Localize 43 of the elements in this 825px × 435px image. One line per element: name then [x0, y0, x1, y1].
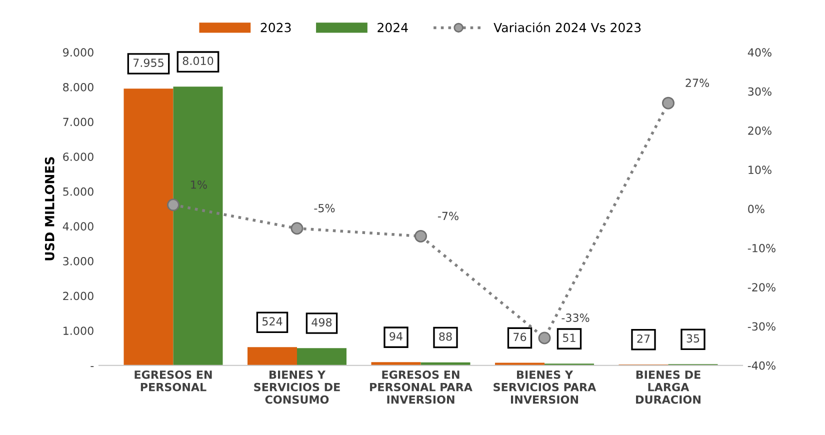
legend-label: 2023 — [260, 22, 291, 32]
y-tick-label: 1.000 — [64, 326, 94, 335]
y2-tick-label: -30% — [748, 322, 776, 331]
y-tick-label: 6.000 — [63, 152, 94, 161]
data-label: -7% — [438, 212, 458, 220]
y2-tick-label: -20% — [748, 283, 776, 292]
legend-label: 2024 — [378, 22, 408, 32]
data-label: 498 — [312, 318, 332, 326]
data-label: -33% — [562, 314, 590, 322]
data-label: 76 — [514, 332, 526, 342]
y-tick-label: 3.000 — [63, 256, 94, 266]
x-tick-label: EGRESOS EN PERSONAL PARA INVERSION — [370, 370, 472, 404]
data-label: 27 — [637, 334, 650, 343]
y2-tick-label: -10% — [748, 244, 776, 252]
y-tick-label: 9.000 — [63, 48, 94, 57]
data-label: 8.010 — [182, 56, 214, 66]
data-label: 35 — [686, 334, 700, 343]
y2-tick-label: -40% — [748, 361, 776, 370]
y-axis-title: USD MILLONES — [44, 157, 54, 260]
legend-label: Variación 2024 Vs 2023 — [494, 22, 641, 32]
y-tick-label: 4.000 — [62, 222, 94, 231]
x-tick-label: BIENES Y SERVICIOS DE CONSUMO — [254, 370, 340, 404]
y2-tick-label: 20% — [748, 126, 772, 135]
y2-tick-label: 10% — [748, 166, 772, 174]
data-label: 7.955 — [134, 58, 164, 67]
data-label: 88 — [439, 332, 452, 341]
data-label: 51 — [563, 334, 576, 342]
y-tick-label: - — [90, 366, 94, 368]
x-tick-label: BIENES Y SERVICIOS PARA INVERSION — [494, 370, 596, 404]
y-tick-label: 2.000 — [63, 292, 94, 300]
y2-tick-label: 0% — [748, 204, 764, 214]
x-tick-label: EGRESOS EN PERSONAL — [134, 370, 212, 392]
y-tick-label: 5.000 — [63, 187, 94, 196]
data-label: -5% — [314, 204, 335, 212]
y2-tick-label: 30% — [748, 87, 772, 96]
x-tick-label: BIENES DE LARGA DURACION — [636, 370, 700, 404]
data-label: 1% — [191, 180, 207, 189]
data-label: 27% — [686, 78, 709, 88]
data-label: 524 — [262, 317, 282, 326]
data-label: 94 — [390, 332, 402, 341]
y-tick-label: 7.000 — [63, 118, 94, 126]
y2-tick-label: 40% — [748, 48, 772, 57]
y-tick-label: 8.000 — [63, 82, 94, 92]
